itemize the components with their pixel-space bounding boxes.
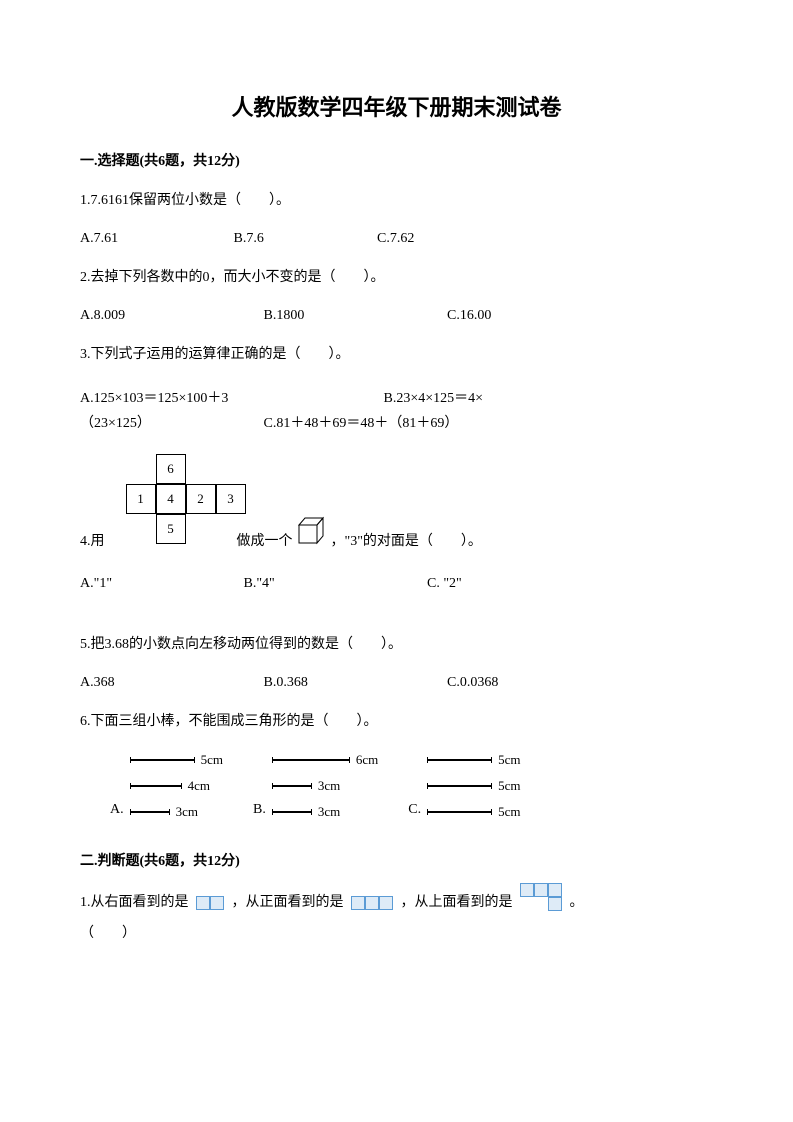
stick-c3-label: 5cm <box>498 804 520 820</box>
q5-opt-a: A.368 <box>80 675 260 691</box>
q2-opt-c: C.16.00 <box>447 308 491 324</box>
q4-mid: 做成一个 <box>237 529 293 554</box>
q4-opt-a: A."1" <box>80 576 240 592</box>
q2-text: 2.去掉下列各数中的0，而大小不变的是（ ）。 <box>80 265 713 290</box>
q3-opt-b1: B.23×4×125＝4× <box>384 386 484 411</box>
q1-opt-b: B.7.6 <box>234 231 374 247</box>
q6-text: 6.下面三组小棒，不能围成三角形的是（ ）。 <box>80 709 713 734</box>
q4-opt-c: C. "2" <box>427 576 462 592</box>
q3-opt-b2: （23×125） <box>80 411 260 436</box>
sticks-group-c: C. 5cm 5cm 5cm <box>408 752 520 820</box>
net-cell-1: 1 <box>126 484 156 514</box>
q1-text: 1.7.6161保留两位小数是（ ）。 <box>80 188 713 213</box>
sticks-group-b: B. 6cm 3cm 3cm <box>253 752 378 820</box>
q5-options: A.368 B.0.368 C.0.0368 <box>80 675 713 691</box>
net-cell-top: 6 <box>156 454 186 484</box>
q3-opt-a: A.125×103＝125×100＋3 <box>80 386 380 411</box>
s2-q1: 1.从右面看到的是 ，从正面看到的是 ，从上面看到的是 。 （ ） <box>80 888 713 950</box>
q4-prefix: 4.用 <box>80 529 105 554</box>
s2q1-p1: 1.从右面看到的是 <box>80 895 189 910</box>
cube-icon <box>297 515 327 554</box>
s2q1-paren: （ ） <box>80 919 713 950</box>
q3-text: 3.下列式子运用的运算律正确的是（ ）。 <box>80 342 713 367</box>
q1-opt-a: A.7.61 <box>80 231 230 247</box>
q3-opt-c: C.81＋48＋69＝48＋（81＋69） <box>264 411 459 436</box>
stick-a2-label: 4cm <box>188 778 210 794</box>
q1-opt-c: C.7.62 <box>377 231 414 247</box>
q4-opt-b: B."4" <box>244 576 424 592</box>
group-c-label: C. <box>408 802 421 820</box>
stick-b3 <box>272 811 312 813</box>
net-cell-3: 2 <box>186 484 216 514</box>
stick-a1 <box>130 759 195 761</box>
stick-a3-label: 3cm <box>176 804 198 820</box>
stick-c1 <box>427 759 492 761</box>
q5-text: 5.把3.68的小数点向左移动两位得到的数是（ ）。 <box>80 632 713 657</box>
stick-c1-label: 5cm <box>498 752 520 768</box>
s2q1-p3: ，从上面看到的是 <box>401 895 513 910</box>
stick-a1-label: 5cm <box>201 752 223 768</box>
net-cell-bottom: 5 <box>156 514 186 544</box>
q2-opt-b: B.1800 <box>264 308 444 324</box>
q2-options: A.8.009 B.1800 C.16.00 <box>80 308 713 324</box>
group-b-label: B. <box>253 802 266 820</box>
stick-a2 <box>130 785 182 787</box>
q5-opt-c: C.0.0368 <box>447 675 498 691</box>
stick-a3 <box>130 811 170 813</box>
group-a-label: A. <box>110 802 124 820</box>
view-top <box>520 883 562 911</box>
q3-options: A.125×103＝125×100＋3 B.23×4×125＝4× （23×12… <box>80 386 713 436</box>
net-cell-2: 4 <box>156 484 186 514</box>
net-cell-4: 3 <box>216 484 246 514</box>
section1-header: 一.选择题(共6题，共12分) <box>80 150 713 170</box>
sticks-group-a: A. 5cm 4cm 3cm <box>110 752 223 820</box>
stick-b1 <box>272 759 350 761</box>
q1-options: A.7.61 B.7.6 C.7.62 <box>80 231 713 247</box>
q4-options: A."1" B."4" C. "2" <box>80 576 713 592</box>
stick-c2-label: 5cm <box>498 778 520 794</box>
q5-opt-b: B.0.368 <box>264 675 444 691</box>
s2q1-p4: 。 <box>570 895 584 910</box>
stick-b3-label: 3cm <box>318 804 340 820</box>
cube-net-diagram: 6 1 4 2 3 5 <box>111 454 231 554</box>
stick-b2-label: 3cm <box>318 778 340 794</box>
q2-opt-a: A.8.009 <box>80 308 260 324</box>
view-right <box>196 896 224 910</box>
q4: 4.用 6 1 4 2 3 5 做成一个 ，"3"的对面是（ ）。 <box>80 454 713 554</box>
stick-b1-label: 6cm <box>356 752 378 768</box>
stick-b2 <box>272 785 312 787</box>
stick-c3 <box>427 811 492 813</box>
s2q1-p2: ，从正面看到的是 <box>232 895 344 910</box>
view-front <box>351 896 393 910</box>
q4-suffix: ，"3"的对面是（ ）。 <box>331 529 482 554</box>
stick-c2 <box>427 785 492 787</box>
page-title: 人教版数学四年级下册期末测试卷 <box>80 90 713 122</box>
q6-diagrams: A. 5cm 4cm 3cm B. 6cm 3cm 3cm C. 5cm 5cm… <box>80 752 713 820</box>
section2-header: 二.判断题(共6题，共12分) <box>80 850 713 870</box>
